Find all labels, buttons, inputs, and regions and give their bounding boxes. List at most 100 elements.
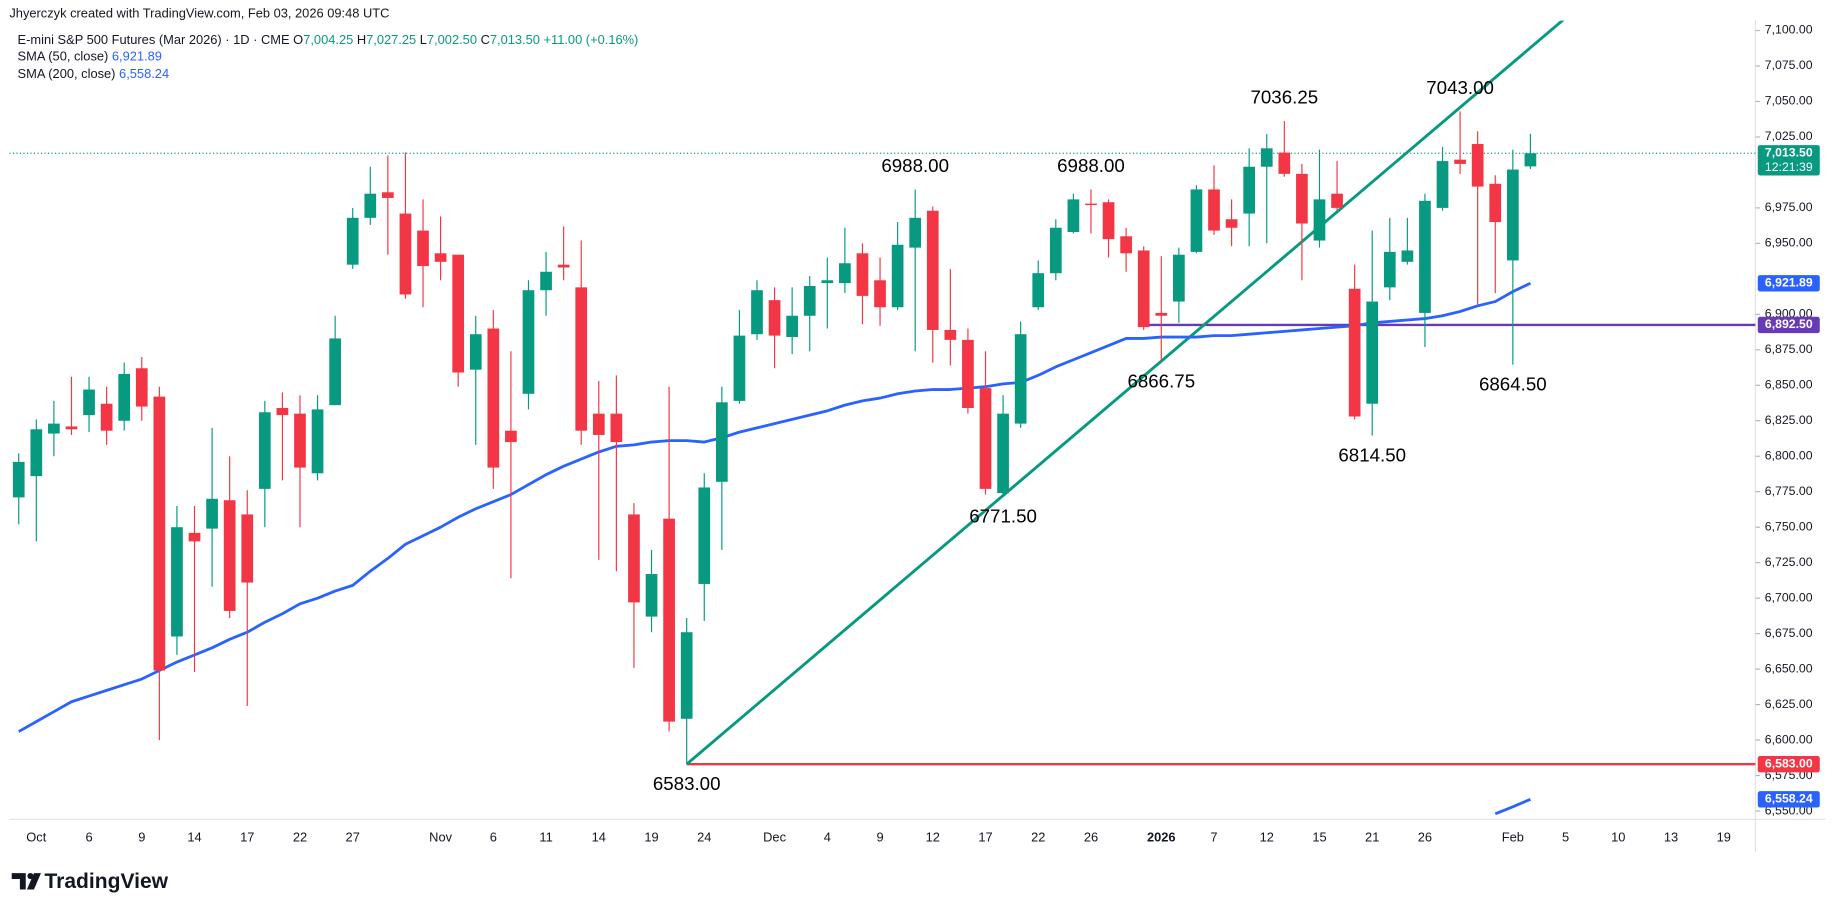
candle-body — [874, 280, 886, 308]
candle-body — [1331, 193, 1343, 208]
annotation: 6814.50 — [1338, 445, 1406, 466]
candle-body — [944, 329, 957, 340]
candle-body — [680, 632, 693, 719]
y-tick-label: 6,800.00 — [1765, 448, 1813, 462]
x-tick-label: Nov — [429, 829, 452, 844]
x-tick-label: 10 — [1611, 829, 1625, 844]
candle-body — [1120, 236, 1132, 254]
y-tick-label: 6,625.00 — [1765, 697, 1813, 711]
x-tick-label: Feb — [1502, 829, 1524, 844]
logo-shape — [27, 873, 34, 880]
candle-body — [1419, 200, 1431, 313]
x-tick-label: 6 — [490, 829, 497, 844]
candle-body — [1260, 148, 1273, 167]
price-tag — [1757, 316, 1820, 334]
candle-body — [522, 290, 535, 394]
annotation: 6866.75 — [1127, 371, 1195, 392]
price-tag — [1757, 275, 1820, 292]
candle-body — [979, 388, 992, 489]
candle-body — [452, 254, 465, 373]
ohlc-key: L — [420, 32, 427, 47]
candle-body — [487, 328, 500, 468]
candle-body — [962, 339, 974, 408]
candle-body — [645, 574, 658, 617]
candle-body — [1208, 189, 1220, 231]
candle-body — [997, 413, 1009, 494]
candle-body — [48, 423, 60, 434]
candle-body — [12, 461, 25, 498]
candle-body — [1190, 189, 1203, 252]
annotation: 6988.00 — [881, 155, 949, 176]
ohlc-value: 7,027.25 — [366, 32, 416, 47]
candle-body — [1049, 227, 1062, 274]
y-tick-label: 6,975.00 — [1765, 200, 1813, 214]
plot — [9, 20, 1756, 816]
candle-body — [294, 413, 306, 468]
candle-body — [856, 253, 869, 296]
candle-body — [399, 213, 412, 295]
candle-body — [135, 368, 148, 407]
y-tick-label: 6,700.00 — [1765, 590, 1813, 604]
price-tag-countdown: 12:21:39 — [1765, 160, 1813, 174]
logo-shape — [26, 873, 41, 890]
x-tick-label: 2026 — [1147, 829, 1176, 844]
candle-body — [1102, 202, 1115, 240]
x-tick-label: 19 — [644, 829, 658, 844]
x-tick-label: 9 — [876, 829, 883, 844]
y-tick-label: 6,850.00 — [1765, 378, 1813, 392]
legend-value: 6,558.24 — [119, 66, 169, 81]
price-tag-label: 6,921.89 — [1765, 276, 1813, 290]
candle-body — [715, 402, 728, 482]
sma-line — [18, 281, 1532, 733]
credit: Jhyerczyk created with TradingView.com, … — [9, 6, 389, 21]
sma-line — [1494, 798, 1531, 816]
y-tick-label: 6,750.00 — [1765, 519, 1813, 533]
legend-name: SMA (50, close) — [18, 49, 109, 64]
candle-body — [118, 373, 131, 421]
x-tick-label: 13 — [1664, 829, 1678, 844]
axes: 6,550.006,575.006,600.006,625.006,650.00… — [26, 23, 1820, 844]
candle-body — [1401, 250, 1414, 262]
candle-body — [83, 389, 95, 416]
annotation: 6988.00 — [1057, 155, 1125, 176]
y-tick-label: 7,075.00 — [1765, 58, 1813, 72]
candle-body — [663, 518, 675, 722]
y-tick-label: 7,100.00 — [1765, 23, 1813, 37]
candle-body — [276, 407, 289, 416]
candle-body — [628, 514, 640, 603]
x-tick-label: 19 — [1717, 829, 1731, 844]
price-tag — [1757, 791, 1820, 808]
x-tick-label: 4 — [824, 829, 831, 844]
candle-body — [821, 280, 834, 284]
candle-body — [1436, 161, 1449, 208]
legend-name: SMA (200, close) — [18, 66, 116, 81]
candle-body — [1225, 219, 1238, 228]
symbol-legend: E-mini S&P 500 Futures (Mar 2026) · 1D ·… — [18, 32, 639, 47]
candle-body — [1137, 250, 1150, 328]
y-tick-label: 6,775.00 — [1765, 484, 1813, 498]
y-tick-label: 6,650.00 — [1765, 661, 1813, 675]
x-tick-label: 12 — [1260, 829, 1274, 844]
candle-body — [1085, 203, 1097, 206]
candle-body — [206, 498, 218, 529]
y-tick-label: 6,600.00 — [1765, 732, 1813, 746]
candle-body — [926, 210, 939, 330]
candle-body — [364, 193, 377, 218]
annotation: 7043.00 — [1426, 77, 1494, 98]
candle-body — [698, 487, 711, 584]
candle-body — [891, 244, 904, 308]
candle-body — [223, 500, 236, 611]
x-tick-label: 26 — [1084, 829, 1098, 844]
candle-body — [803, 285, 816, 316]
trendline — [685, 20, 1565, 766]
candle-body — [839, 263, 851, 284]
candle-body — [1471, 144, 1484, 187]
legend-value: 6,921.89 — [112, 49, 162, 64]
ohlc-value: 7,002.50 — [427, 32, 477, 47]
candle-body — [1313, 199, 1326, 241]
candle-body — [346, 217, 359, 265]
candle-body — [1454, 159, 1466, 164]
candle-body — [469, 334, 482, 370]
